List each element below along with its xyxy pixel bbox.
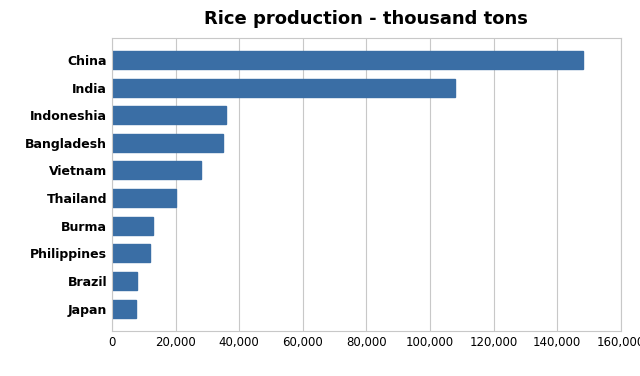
Bar <box>112 272 138 290</box>
Bar <box>112 51 582 69</box>
Title: Rice production - thousand tons: Rice production - thousand tons <box>204 10 529 28</box>
Bar <box>112 217 154 235</box>
Bar <box>112 161 201 179</box>
Bar <box>112 244 150 262</box>
Bar <box>112 189 175 207</box>
Bar <box>112 134 223 152</box>
Bar <box>112 300 136 318</box>
Bar <box>112 79 456 97</box>
Bar <box>112 106 227 124</box>
